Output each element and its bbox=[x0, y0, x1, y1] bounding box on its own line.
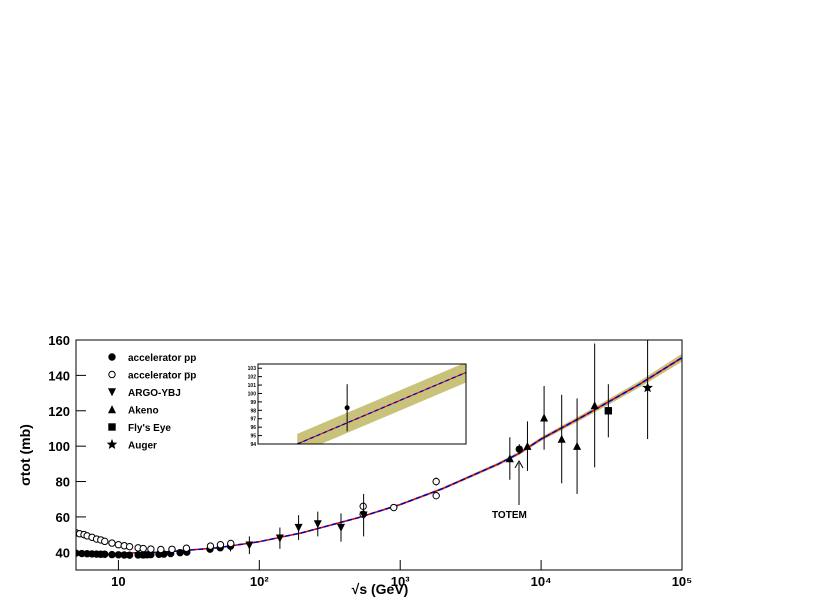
legend-label: Auger bbox=[128, 441, 157, 452]
data-point bbox=[227, 539, 235, 548]
inset-y-tick-label: 103 bbox=[248, 366, 257, 372]
fit-line-dashed bbox=[118, 357, 682, 554]
inset-y-tick-label: 95 bbox=[250, 434, 256, 440]
y-tick-label: 140 bbox=[48, 368, 70, 383]
y-tick-label: 160 bbox=[48, 333, 70, 348]
data-point bbox=[515, 445, 523, 453]
data-point bbox=[294, 523, 303, 532]
legend-marker bbox=[107, 405, 117, 414]
inset-y-tick-label: 99 bbox=[250, 400, 256, 406]
legend-marker bbox=[108, 423, 116, 431]
data-point bbox=[275, 534, 284, 543]
x-tick-label: 10 bbox=[111, 574, 125, 589]
data-point bbox=[245, 541, 254, 550]
x-tick-label: 10² bbox=[250, 574, 269, 589]
y-tick-label: 40 bbox=[56, 545, 70, 560]
plot-frame bbox=[75, 339, 683, 571]
data-point bbox=[139, 544, 147, 553]
inset-y-tick-label: 101 bbox=[248, 383, 257, 389]
data-point bbox=[604, 407, 613, 415]
inset-fit-line-dashed bbox=[296, 371, 466, 444]
data-point bbox=[101, 550, 109, 558]
data-point bbox=[540, 413, 549, 422]
data-point bbox=[216, 541, 225, 549]
data-point bbox=[359, 511, 368, 520]
data-point bbox=[432, 491, 440, 500]
legend-label: ARGO-YBJ bbox=[128, 388, 181, 399]
data-point bbox=[101, 537, 109, 546]
inset-fit-band bbox=[297, 364, 466, 444]
legend-label: accelerator p̅p bbox=[128, 371, 196, 382]
legend-label: Akeno bbox=[128, 406, 159, 417]
legend-marker bbox=[107, 388, 117, 397]
data-point bbox=[125, 551, 134, 559]
data-point bbox=[108, 539, 116, 547]
data-point bbox=[573, 441, 582, 450]
data-point bbox=[168, 545, 176, 553]
legend-marker bbox=[108, 353, 116, 361]
inset-frame bbox=[257, 363, 467, 445]
inset-y-tick-label: 98 bbox=[250, 408, 256, 414]
data-point bbox=[505, 454, 514, 463]
data-point bbox=[590, 401, 599, 410]
inset-y-tick-label: 102 bbox=[248, 375, 257, 381]
data-point bbox=[147, 545, 155, 553]
y-tick-label: 100 bbox=[48, 439, 70, 454]
data-point bbox=[432, 477, 440, 486]
data-point bbox=[182, 544, 191, 552]
data-point bbox=[313, 520, 322, 529]
inset-data-point bbox=[344, 405, 350, 411]
annotation: TOTEM bbox=[492, 510, 527, 521]
x-tick-label: 10³ bbox=[391, 574, 410, 589]
legend-marker bbox=[108, 370, 116, 379]
x-tick-label: 10⁵ bbox=[672, 574, 693, 589]
y-tick-label: 120 bbox=[48, 404, 70, 419]
data-point bbox=[523, 441, 532, 450]
inset-y-tick-label: 97 bbox=[250, 417, 256, 423]
x-axis-label: √s (GeV) bbox=[352, 581, 409, 597]
y-tick-label: 60 bbox=[56, 510, 70, 525]
legend-marker bbox=[106, 438, 118, 450]
inset-plot-area bbox=[296, 364, 466, 444]
data-point bbox=[390, 503, 398, 512]
data-point bbox=[642, 382, 653, 393]
plot-area bbox=[76, 340, 682, 559]
data-point bbox=[176, 548, 184, 557]
data-point bbox=[125, 542, 134, 551]
data-point bbox=[157, 545, 165, 554]
y-tick-label: 80 bbox=[56, 475, 70, 490]
data-point bbox=[114, 541, 123, 549]
data-point bbox=[206, 542, 215, 550]
data-point bbox=[557, 434, 566, 443]
y-axis-label: σtot (mb) bbox=[17, 424, 33, 486]
inset-y-tick-label: 94 bbox=[250, 442, 256, 448]
inset-y-tick-label: 96 bbox=[250, 425, 256, 431]
x-tick-label: 10⁴ bbox=[531, 574, 552, 589]
legend-label: accelerator pp bbox=[128, 353, 196, 364]
data-point bbox=[336, 523, 346, 532]
annotation-arrowhead bbox=[514, 459, 524, 469]
legend-label: Fly's Eye bbox=[128, 423, 171, 434]
inset-y-tick-label: 100 bbox=[248, 391, 257, 397]
data-point bbox=[108, 550, 116, 559]
